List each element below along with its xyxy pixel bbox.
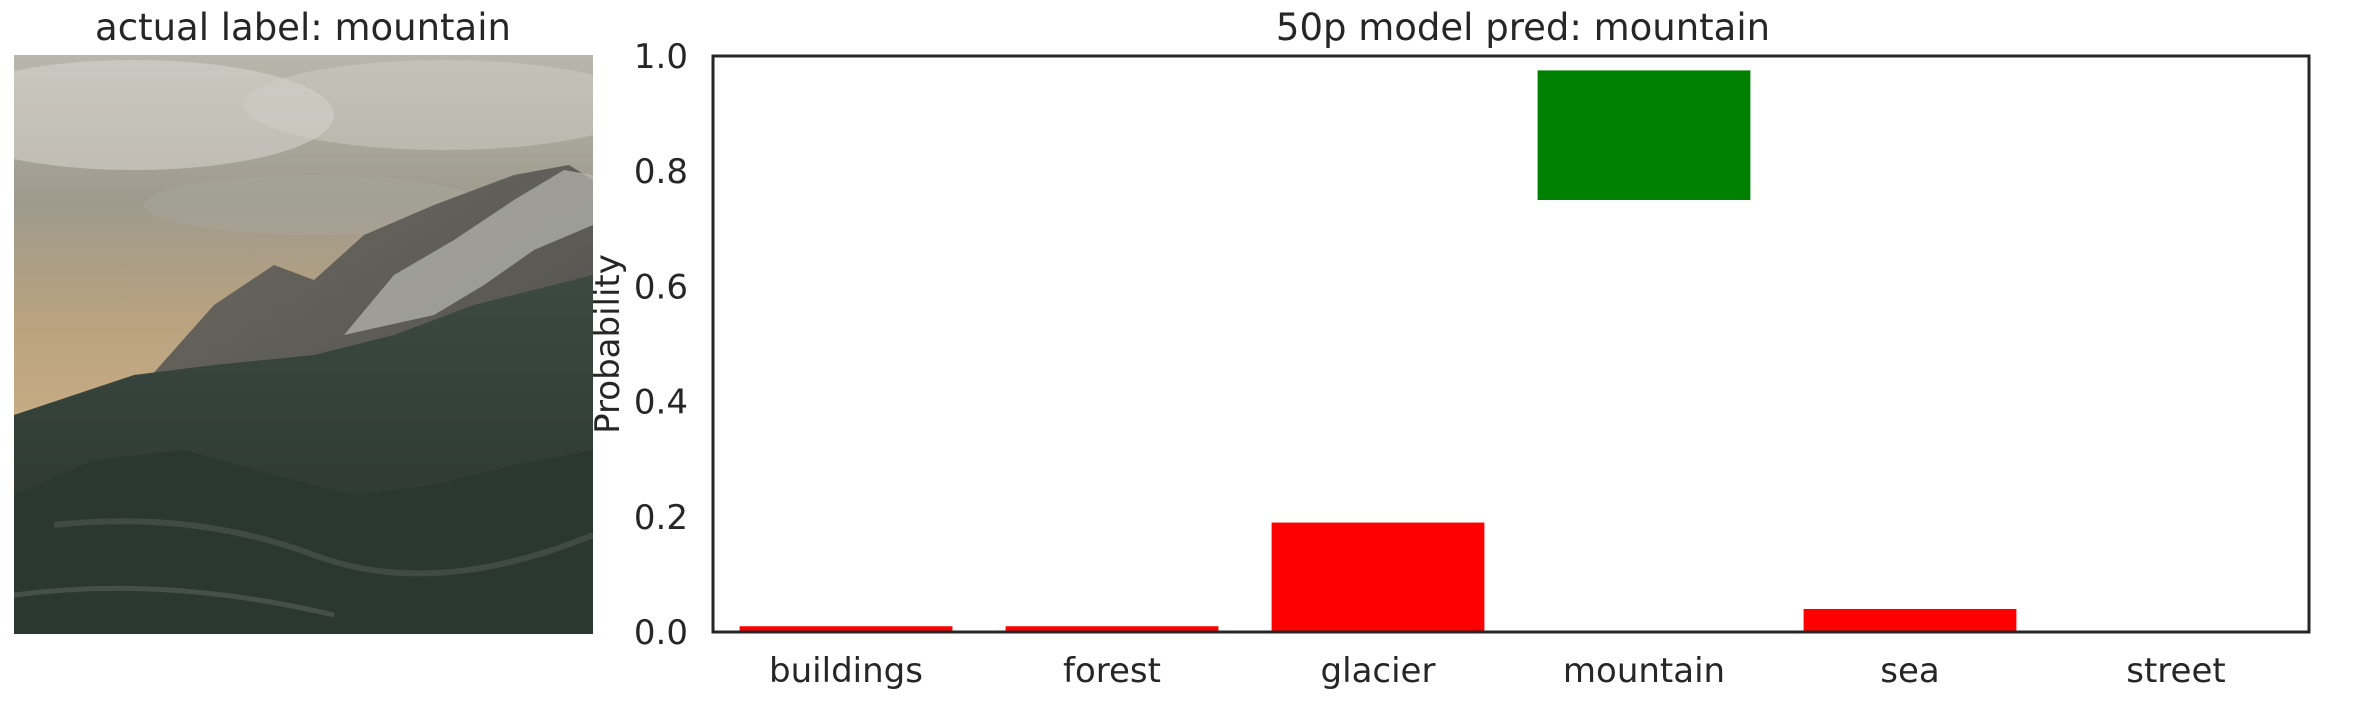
image-panel-title: actual label: mountain	[95, 6, 511, 49]
bar-sea	[1803, 608, 2017, 632]
y-tick-label: 0.8	[634, 152, 688, 192]
y-tick-label: 1.0	[634, 37, 688, 77]
y-tick-label: 0.4	[634, 383, 688, 423]
bar-mountain	[1537, 70, 1751, 201]
bar-buildings	[739, 626, 953, 632]
bar-glacier	[1271, 522, 1485, 632]
x-tick-label: forest	[1063, 651, 1161, 691]
x-tick-label: buildings	[769, 651, 923, 691]
y-tick-label: 0.2	[634, 498, 688, 538]
x-tick-label: mountain	[1563, 651, 1725, 691]
y-axis-label: Probability	[588, 254, 628, 434]
y-tick-label: 0.0	[634, 613, 688, 653]
chart-title: 50p model pred: mountain	[1275, 6, 1771, 49]
x-tick-label: glacier	[1321, 651, 1436, 691]
bar-forest	[1005, 626, 1219, 632]
x-tick-label: sea	[1880, 651, 1939, 691]
x-tick-label: street	[2126, 651, 2225, 691]
mountain-photo	[14, 55, 593, 634]
y-tick-label: 0.6	[634, 267, 688, 307]
plot-frame	[711, 54, 2311, 634]
